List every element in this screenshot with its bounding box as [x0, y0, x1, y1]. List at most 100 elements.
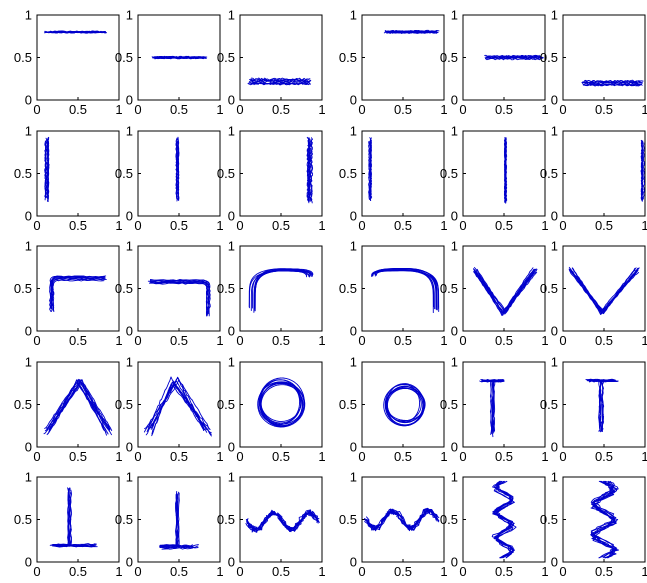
gesture-trace: [475, 271, 538, 312]
x-tick-label: 0: [559, 218, 566, 233]
plot-area: [562, 476, 646, 563]
y-tick-label: 0: [228, 324, 235, 339]
trace-group: [590, 480, 620, 559]
gesture-trace: [487, 55, 541, 58]
gesture-trace: [309, 139, 313, 202]
gesture-trace: [52, 279, 105, 312]
panel-1: 00 0.5 0.5 1 1: [14, 8, 123, 118]
gesture-trace: [253, 269, 312, 313]
y-tick-label: 0: [228, 555, 235, 570]
gesture-trace: [642, 142, 645, 199]
gesture-trace: [585, 79, 641, 83]
gesture-trace: [260, 381, 303, 427]
panel-14: 00 0.5 0.5 1 1: [115, 239, 224, 349]
y-tick-label: 1: [551, 355, 558, 370]
x-tick-label: 0: [459, 449, 466, 464]
y-tick-label: 0: [228, 209, 235, 224]
x-tick-label: 0: [358, 564, 365, 579]
x-tick-label: 1: [318, 102, 325, 117]
trace-group: [640, 139, 645, 202]
x-tick-label: 0: [559, 449, 566, 464]
trace-group: [503, 137, 508, 204]
panel-11: 00 0.5 0.5 1 1: [440, 124, 549, 234]
gesture-trace: [571, 267, 639, 315]
x-tick-label: 1: [318, 333, 325, 348]
trace-group: [306, 136, 314, 204]
gesture-trace: [505, 137, 508, 201]
y-tick-label: 0.5: [339, 281, 357, 296]
y-tick-label: 0.5: [540, 166, 558, 181]
x-tick-label: 0.5: [170, 564, 188, 579]
y-tick-label: 0.5: [440, 512, 458, 527]
gesture-trace: [146, 376, 205, 433]
y-tick-label: 0.5: [217, 166, 235, 181]
x-tick-label: 0.5: [272, 449, 290, 464]
y-tick-label: 0.5: [540, 397, 558, 412]
x-tick-label: 0: [459, 102, 466, 117]
trace-group: [43, 378, 113, 436]
x-tick-label: 0: [33, 449, 40, 464]
y-tick-label: 1: [126, 355, 133, 370]
x-tick-label: 1: [541, 218, 548, 233]
x-tick-label: 1: [115, 102, 122, 117]
panel-22: 00 0.5 0.5 1 1: [339, 355, 448, 465]
y-tick-label: 0.5: [14, 166, 32, 181]
y-tick-label: 1: [126, 8, 133, 23]
y-tick-label: 1: [551, 470, 558, 485]
y-tick-label: 0.5: [440, 166, 458, 181]
gesture-trace: [251, 77, 311, 81]
panel-17: 00 0.5 0.5 1 1: [440, 239, 549, 349]
gesture-trace: [372, 269, 437, 310]
x-tick-label: 0.5: [272, 102, 290, 117]
x-tick-label: 0.5: [595, 102, 613, 117]
y-tick-label: 1: [451, 355, 458, 370]
x-tick-label: 0.5: [394, 102, 412, 117]
plot-area: [36, 14, 120, 101]
gesture-trace: [384, 30, 438, 33]
y-tick-label: 0: [350, 209, 357, 224]
x-tick-label: 0: [236, 218, 243, 233]
x-tick-label: 0: [33, 218, 40, 233]
x-tick-label: 0.5: [170, 333, 188, 348]
panel-4: 00 0.5 0.5 1 1: [339, 8, 448, 118]
x-tick-label: 0: [134, 564, 141, 579]
x-tick-label: 0: [236, 333, 243, 348]
y-tick-label: 0: [551, 209, 558, 224]
y-tick-label: 1: [451, 124, 458, 139]
x-tick-label: 1: [318, 218, 325, 233]
x-tick-label: 0.5: [595, 564, 613, 579]
y-tick-label: 0.5: [115, 166, 133, 181]
x-tick-label: 0.5: [69, 564, 87, 579]
y-tick-label: 0: [126, 440, 133, 455]
y-tick-label: 0: [350, 555, 357, 570]
x-tick-label: 0: [559, 333, 566, 348]
trace-group: [257, 377, 306, 428]
plot-area: [562, 130, 646, 217]
gesture-trace: [640, 143, 643, 201]
gesture-trace: [641, 140, 644, 198]
panel-28: 00 0.5 0.5 1 1: [339, 470, 448, 580]
y-tick-label: 0: [451, 440, 458, 455]
y-tick-label: 0: [451, 324, 458, 339]
y-tick-label: 0: [350, 324, 357, 339]
x-tick-label: 0: [134, 449, 141, 464]
y-tick-label: 1: [25, 355, 32, 370]
x-tick-label: 0.5: [595, 449, 613, 464]
gesture-trace: [45, 31, 105, 33]
panel-24: 00 0.5 0.5 1 1: [540, 355, 647, 465]
trace-group: [484, 54, 544, 61]
x-tick-label: 1: [216, 333, 223, 348]
plot-area: [562, 361, 646, 448]
x-tick-label: 1: [318, 564, 325, 579]
gesture-trace: [384, 383, 425, 427]
x-tick-label: 0: [134, 102, 141, 117]
gesture-trace: [150, 281, 210, 314]
y-tick-label: 0.5: [540, 512, 558, 527]
y-tick-label: 0.5: [217, 50, 235, 65]
y-tick-label: 0.5: [339, 397, 357, 412]
gesture-trace: [151, 383, 212, 435]
gesture-trace: [155, 56, 207, 59]
y-tick-label: 0: [126, 555, 133, 570]
y-tick-label: 0: [451, 93, 458, 108]
trace-group: [479, 378, 505, 438]
